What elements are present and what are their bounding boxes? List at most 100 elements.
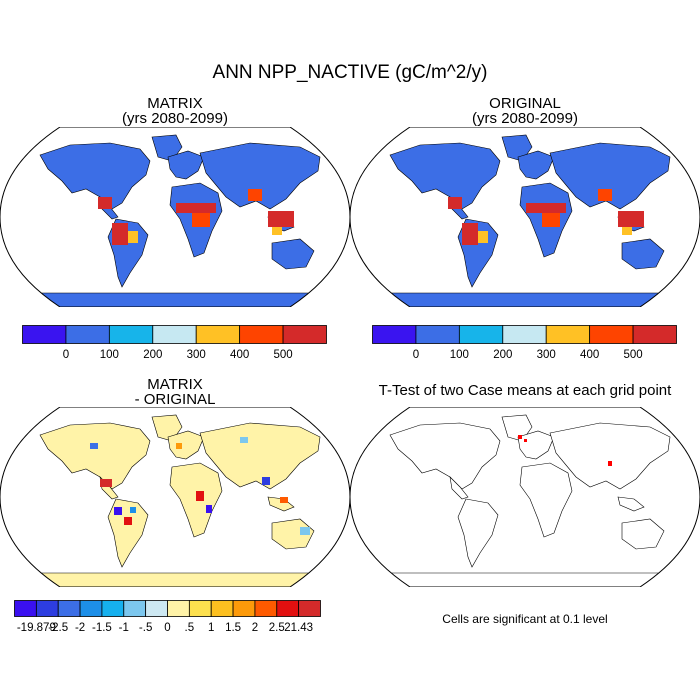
colorbar-tick-label: .5	[185, 622, 195, 634]
colorbar-swatch	[589, 325, 634, 344]
panel-title-diff: MATRIX - ORIGINAL	[0, 377, 350, 407]
panel-title-matrix-line1: MATRIX	[147, 95, 203, 112]
colorbar-tick-label: 500	[273, 349, 292, 361]
colorbar-tick-label: 400	[580, 349, 599, 361]
diff-cell-australia	[300, 527, 310, 535]
hotspot-indonesia	[272, 227, 282, 235]
panel-title-matrix: MATRIX (yrs 2080-2099)	[0, 96, 350, 126]
diff-cell-amazon-positive	[124, 517, 132, 525]
colorbar-diff: -19.879-2.5 -2 -1.5 -1 -.5 0 .5 1 1.5 2 2.5 21.43	[14, 600, 321, 634]
colorbar-tick-label: 500	[623, 349, 642, 361]
colorbar-tick-label: 100	[100, 349, 119, 361]
significance-note: Cells are significant at 0.1 level	[442, 612, 608, 626]
map-frame	[0, 407, 350, 587]
colorbar-swatch	[101, 600, 125, 617]
hotspot-central-america	[448, 197, 462, 209]
panel-title-matrix-line2: (yrs 2080-2099)	[122, 110, 228, 127]
hotspot-central-america	[98, 197, 112, 209]
map-frame	[350, 127, 700, 307]
map-frame	[350, 407, 700, 587]
colorbar-tick-label: 21.43	[284, 622, 313, 634]
diff-cell-europe	[176, 443, 182, 449]
diff-cell-central-africa	[196, 491, 204, 501]
colorbar-swatch	[57, 600, 81, 617]
colorbar-tick-label: 200	[493, 349, 512, 361]
colorbar-tick-label: 0	[63, 349, 69, 361]
hotspot-india	[248, 189, 262, 201]
colorbar-swatch	[35, 600, 59, 617]
colorbar-tick-label: 0	[413, 349, 419, 361]
colorbar-swatch	[458, 325, 504, 344]
colorbar-original: 0 100 200 300 400 500	[372, 325, 677, 361]
hotspot-africa-south	[192, 213, 210, 227]
colorbar-swatch	[167, 600, 190, 617]
colorbar-swatch	[145, 600, 168, 617]
colorbar-tick-label: 200	[143, 349, 162, 361]
colorbar-swatch	[210, 600, 234, 617]
colorbar-swatch	[415, 325, 460, 344]
colorbar-tick-label: -2.5	[48, 622, 68, 634]
panel-title-diff-line1: MATRIX	[147, 376, 203, 393]
colorbar-tick-label: -.5	[139, 622, 152, 634]
colorbar-swatch	[276, 600, 300, 617]
significant-cell-asia	[608, 461, 612, 466]
map-frame	[0, 127, 350, 307]
colorbar-swatch	[65, 325, 110, 344]
hotspot-indonesia	[622, 227, 632, 235]
colorbar-swatch	[239, 325, 284, 344]
diff-cell-amazon-negative	[114, 507, 122, 515]
map-ttest	[350, 407, 700, 587]
colorbar-swatch	[254, 600, 278, 617]
colorbar-tick-label: 1	[208, 622, 214, 634]
colorbar-tick-label: -1	[119, 622, 129, 634]
diff-cell-north-america	[90, 443, 98, 449]
significant-cell-europe-west	[518, 435, 522, 439]
panel-title-original-line2: (yrs 2080-2099)	[472, 110, 578, 127]
colorbar-tick-label: -1.5	[92, 622, 112, 634]
colorbar-tick-label: 1.5	[225, 622, 241, 634]
colorbar-tick-label: 2.5	[269, 622, 285, 634]
colorbar-swatch	[79, 600, 103, 617]
panel-title-ttest: T-Test of two Case means at each grid po…	[378, 382, 672, 399]
hotspot-brazil-east	[478, 231, 488, 243]
diff-cell-asia	[240, 437, 248, 443]
diff-cell-brazil	[130, 507, 136, 513]
hotspot-central-africa	[526, 203, 566, 213]
hotspot-amazon	[112, 223, 128, 245]
hotspot-africa-south	[542, 213, 560, 227]
colorbar-swatch	[298, 600, 321, 617]
diff-cell-central-america	[100, 479, 112, 487]
map-original	[350, 127, 700, 307]
map-diff	[0, 407, 350, 587]
colorbar-tick-label: 300	[537, 349, 556, 361]
diff-cell-southeast-asia	[280, 497, 288, 503]
hotspot-southeast-asia	[268, 211, 294, 227]
colorbar-tick-label: -19.879	[17, 622, 56, 634]
diff-cell-india	[262, 477, 270, 485]
significant-cell-europe	[524, 439, 527, 442]
colorbar-swatch	[123, 600, 147, 617]
colorbar-swatch	[188, 600, 212, 617]
colorbar-swatch	[108, 325, 154, 344]
panel-title-diff-line2: - ORIGINAL	[134, 391, 216, 408]
colorbar-swatch	[502, 325, 547, 344]
colorbar-tick-label: 100	[450, 349, 469, 361]
colorbar-tick-label: 2	[252, 622, 258, 634]
hotspot-central-africa	[176, 203, 216, 213]
colorbar-swatch	[372, 325, 417, 344]
colorbar-swatch	[232, 600, 256, 617]
colorbar-tick-label: -2	[75, 622, 85, 634]
colorbar-swatch	[282, 325, 327, 344]
figure-title: ANN NPP_NACTIVE (gC/m^2/y)	[212, 62, 488, 83]
diff-cell-africa-south	[206, 505, 212, 513]
colorbar-swatch	[22, 325, 67, 344]
colorbar-swatch	[14, 600, 37, 617]
hotspot-southeast-asia	[618, 211, 644, 227]
colorbar-swatch	[195, 325, 241, 344]
panel-title-original-line1: ORIGINAL	[489, 95, 561, 112]
colorbar-swatch	[152, 325, 197, 344]
hotspot-india	[598, 189, 612, 201]
colorbar-swatch	[632, 325, 677, 344]
colorbar-tick-label: 300	[187, 349, 206, 361]
colorbar-tick-label: 400	[230, 349, 249, 361]
